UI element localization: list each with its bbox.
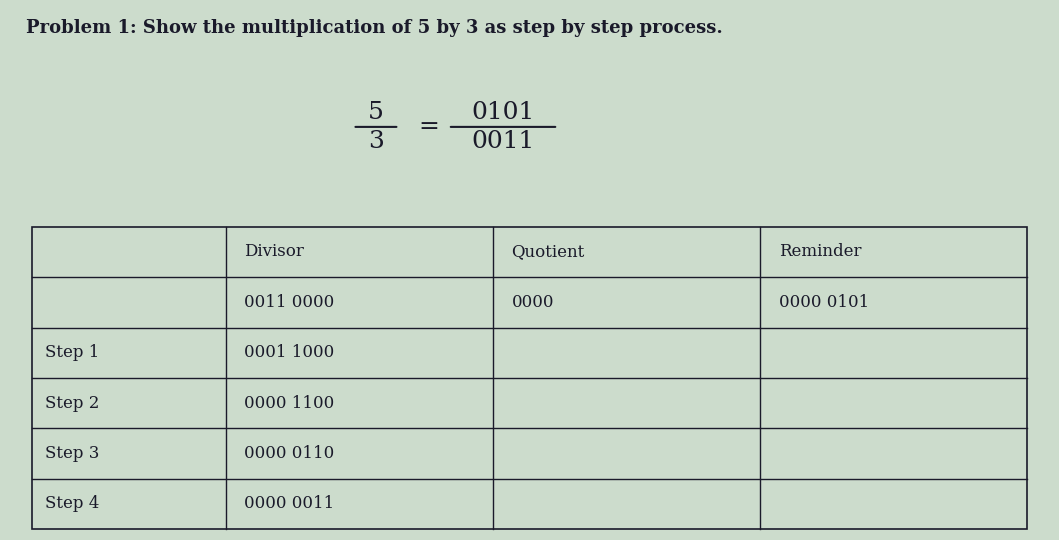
Text: 0011 0000: 0011 0000 [245,294,335,311]
Text: 0000 0110: 0000 0110 [245,445,335,462]
Text: Quotient: Quotient [511,244,585,260]
Text: 0000: 0000 [511,294,554,311]
Text: Reminder: Reminder [778,244,861,260]
Text: 3: 3 [369,130,383,153]
Text: Divisor: Divisor [245,244,304,260]
Text: 0001 1000: 0001 1000 [245,345,335,361]
Text: Problem 1: Show the multiplication of 5 by 3 as step by step process.: Problem 1: Show the multiplication of 5 … [26,19,723,37]
Text: 0101: 0101 [471,101,535,124]
Text: Step 3: Step 3 [46,445,100,462]
Text: Step 4: Step 4 [46,496,100,512]
Text: Step 1: Step 1 [46,345,100,361]
Text: Step 2: Step 2 [46,395,100,411]
Text: 0000 1100: 0000 1100 [245,395,335,411]
Text: 0011: 0011 [471,130,535,153]
Bar [32,227,1027,529]
Text: 5: 5 [369,101,383,124]
Text: 0000 0011: 0000 0011 [245,496,335,512]
Text: 0000 0101: 0000 0101 [778,294,869,311]
Text: =: = [418,116,439,138]
